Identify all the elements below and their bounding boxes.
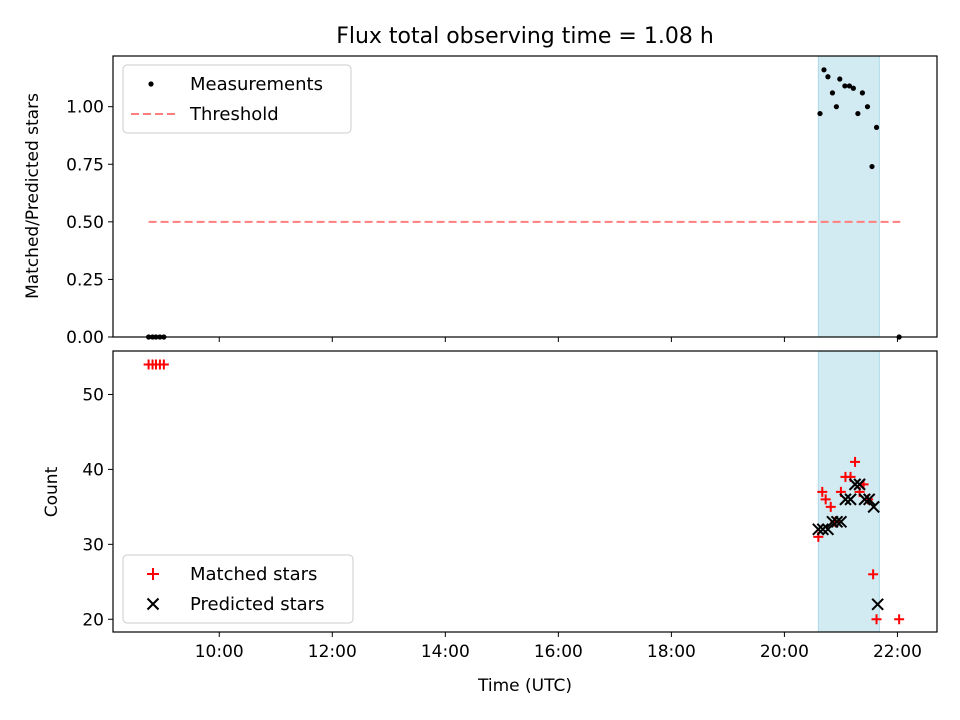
predicted-marker-b bbox=[871, 598, 884, 611]
predicted-star-point bbox=[812, 523, 825, 536]
top-axes: 0.00 0.25 0.50 0.75 1.00 Matched/Predicted s… bbox=[23, 55, 938, 348]
observing-window-bottom bbox=[817, 350, 880, 633]
predicted-marker-b bbox=[812, 523, 825, 536]
chart-title: Flux total observing time = 1.08 h bbox=[336, 24, 714, 49]
measurement-point bbox=[821, 67, 827, 73]
bottom-axes-frame bbox=[112, 350, 938, 633]
matched-star-point bbox=[817, 486, 828, 497]
predicted-marker-b bbox=[848, 478, 862, 491]
matched-legend-label: Matched stars bbox=[190, 564, 317, 585]
top-ylabel: Matched/Predicted stars bbox=[23, 93, 43, 299]
matched-star-point bbox=[850, 456, 861, 467]
x-tick-label: 22:00 bbox=[873, 642, 922, 662]
predicted-marker-b bbox=[867, 500, 880, 514]
measurement-point bbox=[837, 76, 843, 82]
measurement-point bbox=[855, 110, 861, 117]
top-axes-frame bbox=[112, 55, 938, 338]
top-y-tick-label: 0.00 bbox=[66, 328, 104, 348]
top-y-ticks: 0.00 0.25 0.50 0.75 1.00 bbox=[66, 98, 113, 348]
bottom-axes: 10:00 12:00 14:00 16:00 18:00 20:00 22:00 20 30… bbox=[42, 350, 938, 696]
measurement-point bbox=[873, 124, 880, 131]
measurement-point bbox=[833, 104, 840, 110]
matched-star-point bbox=[820, 494, 831, 505]
x-axis-label: Time (UTC) bbox=[477, 676, 572, 696]
predicted-marker-b bbox=[853, 478, 866, 491]
bottom-ylabel: Count bbox=[42, 466, 62, 517]
bottom-legend-box bbox=[122, 554, 354, 624]
predicted-star-point bbox=[871, 598, 884, 611]
measurement-point bbox=[817, 110, 823, 117]
measurements-legend-marker bbox=[148, 81, 154, 87]
bottom-y-tick-label: 40 bbox=[82, 460, 104, 480]
predicted-marker-b bbox=[830, 515, 844, 529]
x-tick-label: 12:00 bbox=[308, 642, 357, 662]
bottom-x-ticks: 10:00 12:00 14:00 16:00 18:00 20:00 22:00 bbox=[195, 632, 922, 662]
predicted-legend-marker bbox=[146, 597, 160, 611]
bottom-y-tick-label: 30 bbox=[82, 535, 104, 555]
bottom-y-tick-label: 50 bbox=[82, 385, 104, 405]
top-x-ticks bbox=[218, 337, 898, 342]
predicted-star-point bbox=[821, 523, 835, 536]
top-y-tick-label: 0.75 bbox=[66, 155, 104, 175]
x-tick-label: 14:00 bbox=[421, 642, 470, 662]
measurement-point bbox=[859, 90, 865, 96]
observing-window-top bbox=[817, 55, 880, 338]
top-y-tick-label: 0.25 bbox=[66, 270, 104, 290]
predicted-star-point bbox=[862, 493, 876, 506]
predicted-star-point bbox=[839, 493, 852, 506]
measurement-point bbox=[846, 83, 853, 89]
measurements-legend-label: Measurements bbox=[190, 74, 323, 95]
measurement-point bbox=[825, 74, 831, 80]
x-tick-label: 20:00 bbox=[760, 642, 809, 662]
predicted-marker-b bbox=[839, 493, 852, 506]
matched-legend-marker bbox=[147, 568, 159, 580]
predicted-star-point bbox=[830, 515, 844, 529]
predicted-star-point bbox=[844, 493, 857, 506]
predicted-marker-b bbox=[844, 493, 857, 506]
x-tick-label: 18:00 bbox=[647, 642, 696, 662]
predicted-marker-b bbox=[821, 523, 835, 536]
predicted-marker-b bbox=[858, 493, 871, 506]
top-legend: Measurements Threshold bbox=[122, 64, 352, 134]
measurement-point bbox=[850, 85, 856, 91]
matched-star-point bbox=[871, 614, 882, 625]
matched-star-point bbox=[894, 614, 905, 625]
predicted-star-point bbox=[867, 500, 880, 514]
predicted-marker-b bbox=[816, 523, 830, 536]
matched-star-point bbox=[868, 569, 879, 580]
predicted-star-point bbox=[834, 515, 848, 529]
bottom-y-tick-label: 20 bbox=[82, 610, 104, 630]
bottom-y-ticks: 20 30 40 50 bbox=[82, 385, 113, 630]
measurement-point bbox=[864, 104, 871, 110]
predicted-star-point bbox=[816, 523, 830, 536]
x-tick-label: 10:00 bbox=[195, 642, 244, 662]
x-tick-label: 16:00 bbox=[534, 642, 583, 662]
top-y-tick-label: 0.50 bbox=[66, 213, 104, 233]
counts-layer bbox=[143, 359, 905, 625]
matched-star-point bbox=[158, 359, 169, 370]
bottom-legend: Matched stars Predicted stars bbox=[122, 554, 354, 624]
predicted-marker-b bbox=[862, 493, 876, 506]
measurement-point bbox=[869, 163, 875, 170]
measurement-point bbox=[842, 83, 848, 89]
top-legend-box bbox=[122, 64, 352, 134]
predicted-marker-b bbox=[834, 515, 848, 529]
predicted-legend-label: Predicted stars bbox=[190, 594, 324, 615]
matched-star-point bbox=[825, 501, 836, 512]
predicted-star-point bbox=[848, 478, 862, 491]
predicted-star-point bbox=[858, 493, 871, 506]
predicted-star-point bbox=[853, 478, 866, 491]
top-y-tick-label: 1.00 bbox=[66, 98, 104, 118]
threshold-legend-label: Threshold bbox=[189, 104, 279, 125]
measurement-point bbox=[829, 90, 836, 96]
